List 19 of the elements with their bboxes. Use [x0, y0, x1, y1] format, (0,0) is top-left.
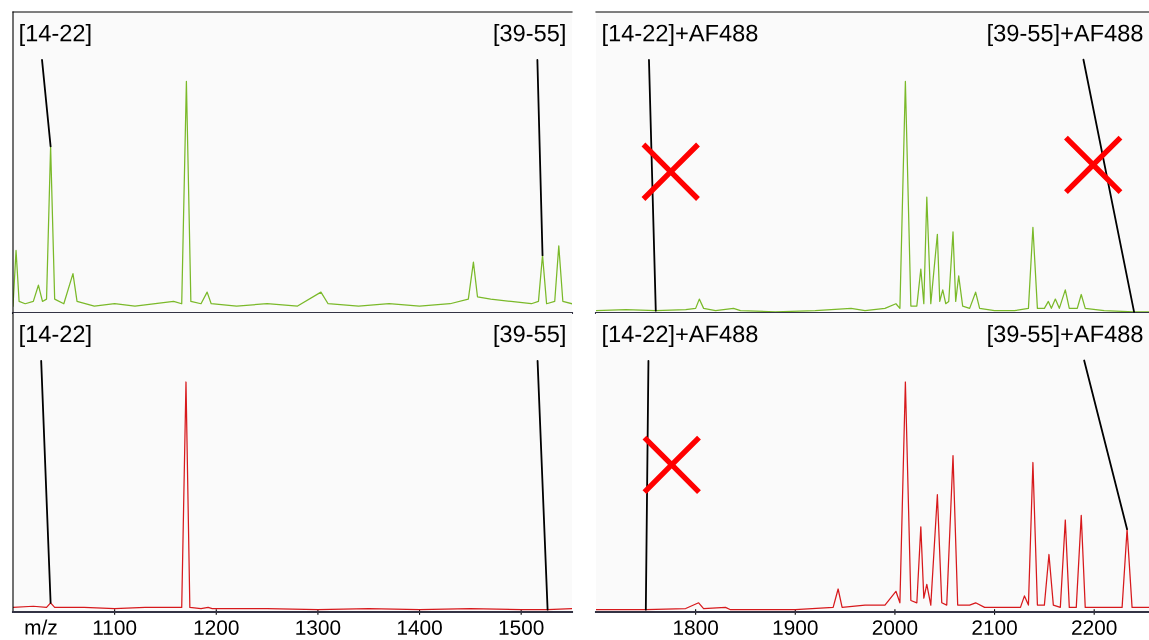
annotation: [39-55] [494, 324, 565, 347]
x-tick-label: 2200 [1072, 620, 1117, 635]
x-tick-label: 2100 [972, 620, 1017, 635]
x-tick-label: 1500 [499, 620, 544, 635]
x-tick-label: 1800 [674, 620, 718, 635]
annotation: [14-22] [20, 24, 91, 47]
annotation: [39-55]+AF488 [988, 324, 1143, 347]
x-tick-label: 1300 [296, 620, 341, 635]
x-tick-label: 1900 [773, 620, 818, 635]
x-tick-label: 1100 [93, 620, 137, 635]
x-axis-title: m/z [25, 619, 57, 635]
x-tick-label: 1200 [194, 620, 239, 635]
annotation: [14-22]+AF488 [603, 24, 758, 47]
x-tick-label: 2000 [872, 620, 918, 635]
annotation: [39-55] [494, 24, 565, 47]
annotation: [14-22] [20, 324, 91, 347]
x-tick-label: 1400 [397, 620, 442, 635]
annotation: [14-22]+AF488 [603, 324, 758, 347]
annotation: [39-55]+AF488 [988, 24, 1143, 47]
